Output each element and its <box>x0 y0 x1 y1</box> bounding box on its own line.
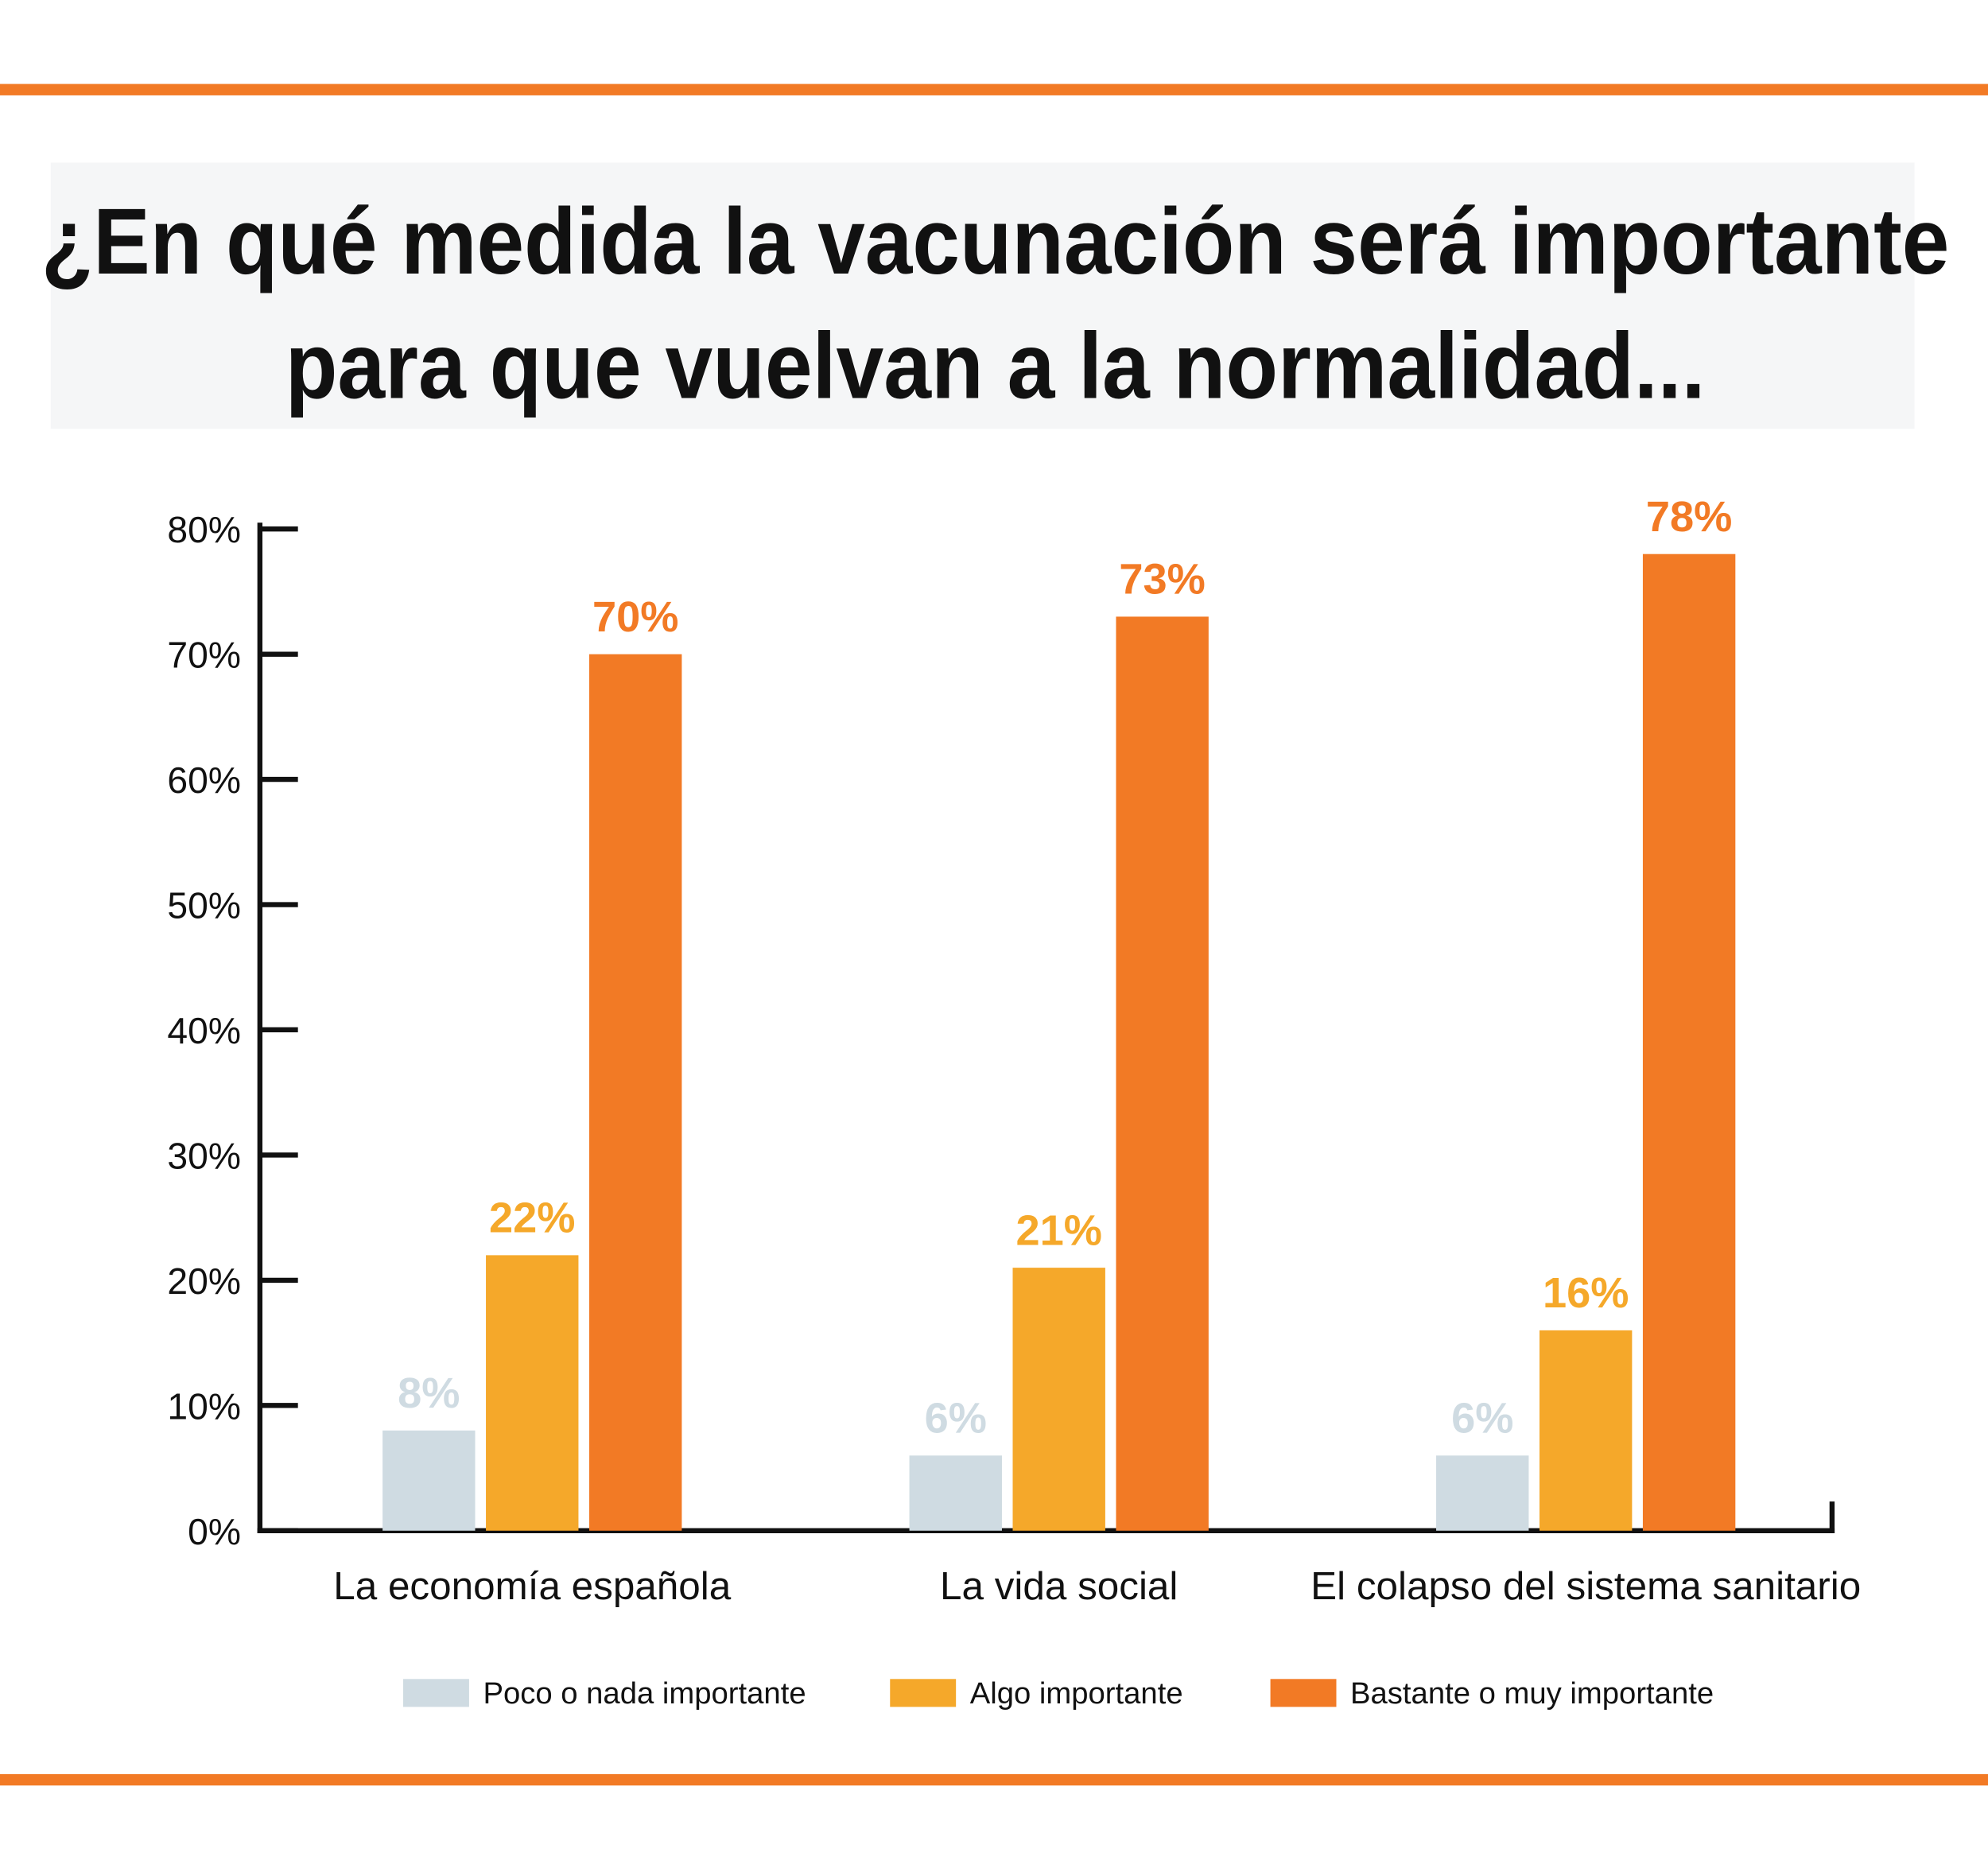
value-label: 73% <box>1119 556 1205 604</box>
chart-title: ¿En qué medida la vacunación será import… <box>41 189 1950 294</box>
value-label: 22% <box>489 1194 575 1242</box>
value-label: 6% <box>1451 1395 1513 1443</box>
bar <box>1116 616 1209 1531</box>
value-label: 21% <box>1015 1206 1101 1254</box>
value-label: 6% <box>925 1395 987 1443</box>
title-background <box>50 162 1915 429</box>
y-tick-label: 40% <box>167 1010 241 1051</box>
bar <box>1012 1268 1105 1531</box>
value-label: 78% <box>1646 493 1732 541</box>
bar <box>1436 1455 1529 1531</box>
bar <box>486 1255 579 1531</box>
y-tick-label: 0% <box>188 1511 241 1552</box>
bar <box>588 654 682 1531</box>
legend-label: Poco o nada importante <box>483 1676 806 1711</box>
bar <box>909 1455 1002 1531</box>
x-tick-label: El colapso del sistema sanitario <box>1310 1564 1861 1608</box>
legend-label: Algo importante <box>970 1676 1183 1711</box>
value-label: 16% <box>1543 1269 1629 1317</box>
value-label: 70% <box>592 593 678 641</box>
bottom-rule <box>0 1773 1988 1786</box>
bar <box>382 1430 476 1531</box>
value-label: 8% <box>398 1369 460 1417</box>
y-tick-label: 80% <box>167 509 241 550</box>
legend-swatch <box>403 1679 469 1707</box>
y-tick-label: 50% <box>167 885 241 926</box>
y-tick-label: 10% <box>167 1385 241 1427</box>
x-tick-label: La vida social <box>940 1564 1178 1608</box>
y-tick-label: 70% <box>167 635 241 676</box>
bar <box>1642 553 1736 1531</box>
bar <box>1539 1330 1633 1531</box>
chart-title: para que vuelvan a la normalidad... <box>285 313 1706 418</box>
legend-swatch <box>1270 1679 1337 1707</box>
top-rule <box>0 84 1988 95</box>
y-tick-label: 60% <box>167 759 241 801</box>
legend-label: Bastante o muy importante <box>1350 1676 1714 1711</box>
y-tick-label: 30% <box>167 1135 241 1176</box>
x-tick-label: La economía española <box>333 1564 731 1608</box>
y-tick-label: 20% <box>167 1260 241 1302</box>
legend-swatch <box>890 1679 957 1707</box>
